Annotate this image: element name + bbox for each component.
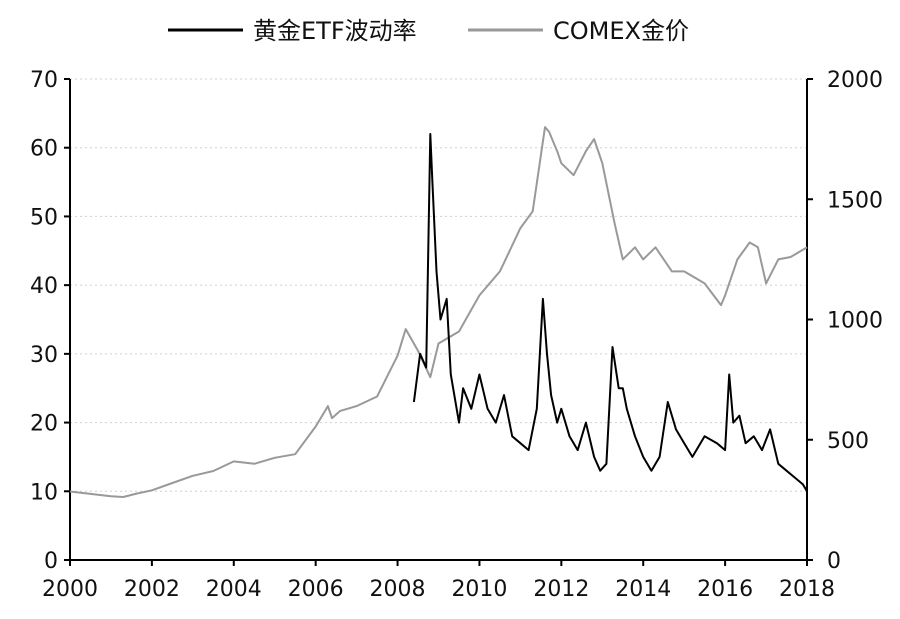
series-line-comex-gold-price — [69, 126, 808, 498]
legend: 黄金ETF波动率 COMEX金价 — [168, 17, 689, 45]
y-left-tick-label: 70 — [30, 68, 58, 93]
y-left-tick-label: 40 — [30, 274, 58, 299]
x-tick-label: 2006 — [288, 577, 344, 602]
y-right-tick-label: 500 — [827, 429, 869, 454]
y-left-tick-label: 10 — [30, 480, 58, 505]
y-left-tick-label: 50 — [30, 205, 58, 230]
x-tick-label: 2014 — [615, 577, 671, 602]
x-tick-label: 2010 — [451, 577, 507, 602]
x-tick-label: 2016 — [697, 577, 753, 602]
x-tick-label: 2012 — [533, 577, 589, 602]
axes — [69, 79, 808, 561]
x-tick-label: 2018 — [779, 577, 835, 602]
x-tick-label: 2000 — [42, 577, 98, 602]
y-right-tick-label: 0 — [827, 549, 841, 574]
x-tick-label: 2004 — [206, 577, 262, 602]
x-tick-label: 2002 — [124, 577, 180, 602]
y-left-tick-label: 20 — [30, 412, 58, 437]
y-left-tick-label: 60 — [30, 137, 58, 162]
y-left-tick-label: 0 — [44, 549, 58, 574]
y-right-tick-label: 1500 — [827, 188, 883, 213]
legend-label: COMEX金价 — [553, 17, 689, 45]
y-right-tick-label: 1000 — [827, 309, 883, 334]
ticks: 0 10 20 30 40 50 60 70 0 500 1000 1500 2000 2000 2002 2… — [30, 68, 883, 602]
x-tick-label: 2008 — [370, 577, 426, 602]
y-right-tick-label: 2000 — [827, 68, 883, 93]
series-layer — [69, 126, 808, 498]
y-left-tick-label: 30 — [30, 343, 58, 368]
series-line-gold-etf-volatility — [412, 133, 808, 492]
legend-label: 黄金ETF波动率 — [253, 17, 417, 45]
